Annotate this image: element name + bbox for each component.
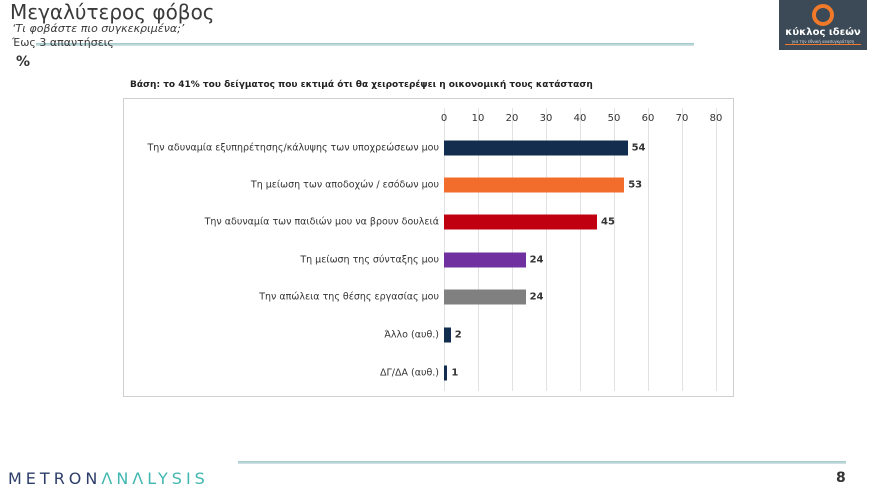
header-divider <box>36 43 694 46</box>
category-label: ΔΓ/ΔΑ (αυθ.) <box>379 367 439 379</box>
category-label: Τη μείωση των αποδοχών / εσόδων μου <box>250 179 439 191</box>
kyklos-ideon-logo: κύκλος ιδεών για την εθνική ανασυγκρότησ… <box>779 0 867 50</box>
category-label: Τη μείωση της σύνταξης μου <box>300 254 439 266</box>
x-tick-label: 40 <box>573 113 587 124</box>
brand-b: ΛNΛLYSIS <box>101 469 209 488</box>
gridline <box>682 108 683 391</box>
bar <box>444 365 448 381</box>
footer-divider <box>238 461 846 464</box>
question-text: ‘Τι φοβάστε πιο συγκεκριμένα;’ <box>12 22 185 35</box>
category-label: Άλλο (αυθ.) <box>384 329 439 341</box>
gridline <box>546 108 547 391</box>
gridline <box>580 108 581 391</box>
category-label: Την αδυναμία εξυπηρέτησης/κάλυψης των υπ… <box>147 142 439 154</box>
x-tick-label: 80 <box>709 113 723 124</box>
data-label: 53 <box>628 179 643 191</box>
logo-name: κύκλος ιδεών <box>785 27 861 38</box>
data-label: 24 <box>529 291 544 303</box>
gridline <box>478 108 479 391</box>
bar <box>444 327 451 343</box>
gridline <box>512 108 513 391</box>
data-label: 2 <box>454 329 462 341</box>
answer-note: Έως 3 απαντήσεις <box>12 36 114 49</box>
data-label: 54 <box>631 142 646 154</box>
chart-title: Βάση: το 41% του δείγματος που εκτιμά ότ… <box>130 80 593 90</box>
x-tick-label: 20 <box>505 113 519 124</box>
page-title: Μεγαλύτερος φόβος <box>10 0 215 24</box>
ring-icon <box>812 4 834 26</box>
page-number: 8 <box>836 470 846 486</box>
metron-analysis-logo: METRONΛNΛLYSIS <box>8 469 209 488</box>
bar <box>444 289 526 305</box>
x-tick-label: 0 <box>440 113 448 124</box>
bar <box>444 252 526 268</box>
gridline <box>648 108 649 391</box>
logo-tagline: για την εθνική ανασυγκρότηση <box>785 39 861 45</box>
gridline <box>444 108 445 391</box>
x-tick-label: 10 <box>471 113 485 124</box>
x-tick-label: 30 <box>539 113 553 124</box>
data-label: 24 <box>529 254 544 266</box>
data-label: 1 <box>451 367 459 379</box>
gridline <box>614 108 615 391</box>
x-tick-label: 70 <box>675 113 689 124</box>
unit-label: % <box>16 54 31 70</box>
gridline <box>716 108 717 391</box>
bar <box>444 177 625 193</box>
category-label: Την απώλεια της θέσης εργασίας μου <box>259 291 439 303</box>
brand-a: METRON <box>8 469 102 488</box>
x-tick-label: 60 <box>641 113 655 124</box>
category-label: Την αδυναμία των παιδιών μου να βρουν δο… <box>204 216 439 228</box>
data-label: 45 <box>601 216 615 228</box>
x-tick-label: 50 <box>607 113 621 124</box>
bar <box>444 214 597 230</box>
bar <box>444 140 628 156</box>
plot-area <box>123 98 734 397</box>
